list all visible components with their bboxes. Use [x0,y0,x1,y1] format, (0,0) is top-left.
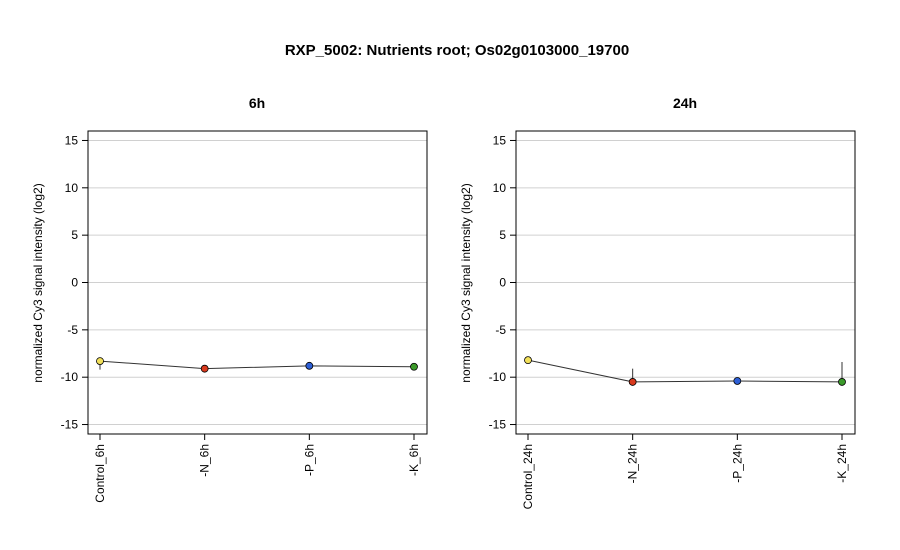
x-tick-label: -P_6h [302,444,316,476]
x-tick-label: -K_24h [835,444,849,483]
y-tick-label: -5 [67,323,78,337]
y-tick-label: 10 [65,181,79,195]
y-tick-label: -15 [61,418,79,432]
panel-title: 6h [249,95,265,111]
data-point [305,361,314,370]
y-tick-label: 5 [499,228,506,242]
y-tick-label: -10 [61,370,79,384]
panel-6h: 6h normalized Cy3 signal intensity (log2… [31,95,428,503]
x-tick-label: -N_24h [626,444,640,483]
data-point [524,356,532,365]
y-tick-label: 0 [71,276,78,290]
y-tick-label: -10 [489,370,507,384]
panel-title: 24h [673,95,697,111]
x-tick-label: -P_24h [730,444,744,483]
series-line [99,360,415,370]
y-tick-label: 15 [65,133,79,147]
y-axis-label: normalized Cy3 signal intensity (log2) [459,183,473,382]
y-tick-label: 10 [493,181,507,195]
x-tick-label: Control_6h [93,444,107,503]
y-tick-label: -15 [489,418,507,432]
panel-24h: 24h normalized Cy3 signal intensity (log… [459,95,856,509]
data-point [733,377,742,385]
x-tick-label: -N_6h [198,444,212,477]
series-line [527,359,843,383]
y-tick-label: 5 [71,228,78,242]
x-tick-label: Control_24h [521,444,535,509]
y-tick-label: -5 [495,323,506,337]
data-point [628,378,637,386]
y-tick-label: 15 [493,133,507,147]
x-tick-label: -K_6h [407,444,421,476]
y-tick-label: 0 [499,276,506,290]
data-point [838,378,846,386]
data-point [410,362,418,371]
y-axis-label: normalized Cy3 signal intensity (log2) [31,183,45,382]
data-point [96,357,104,365]
data-point [200,364,209,373]
figure-title: RXP_5002: Nutrients root; Os02g0103000_1… [285,42,629,59]
